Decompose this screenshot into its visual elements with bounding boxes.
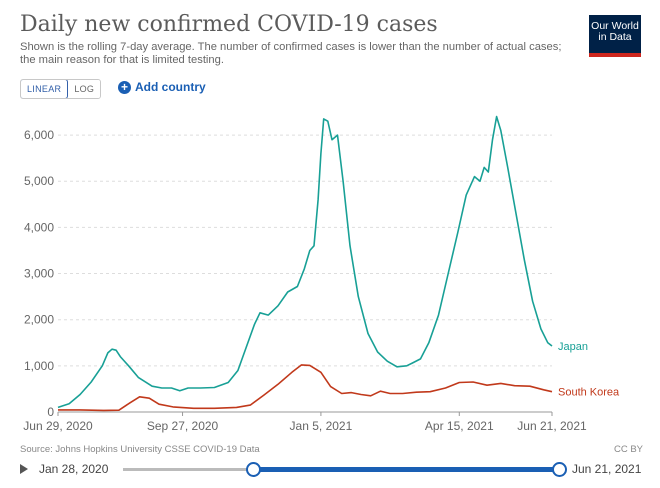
series-labels: Japan South Korea: [558, 341, 620, 399]
x-tick-label: Jun 21, 2021: [517, 419, 587, 433]
line-chart: 0 1,000 2,000 3,000 4,000 5,000 6,000 Jun 29, …: [23, 115, 620, 433]
linear-scale-button[interactable]: LINEAR: [21, 80, 69, 98]
y-tick-label: 5,000: [24, 174, 54, 188]
chart-lines: [57, 115, 553, 412]
add-country-button[interactable]: + Add country: [118, 80, 206, 94]
chart-subtitle: Shown is the rolling 7-day average. The …: [20, 41, 562, 66]
log-scale-button[interactable]: LOG: [68, 80, 101, 98]
y-tick-label: 6,000: [24, 128, 54, 142]
x-tick-label: Sep 27, 2020: [147, 419, 219, 433]
timeline-selected-range[interactable]: [252, 467, 559, 472]
series-line: [57, 115, 553, 409]
owid-logo[interactable]: Our World in Data: [589, 15, 641, 57]
series-label: Japan: [558, 341, 588, 353]
series-line: [58, 364, 553, 412]
y-tick-label: 3,000: [24, 267, 54, 281]
logo-line-2: in Data: [598, 31, 632, 43]
chart-title: Daily new confirmed COVID-19 cases: [20, 12, 438, 37]
x-tick-label: Jun 29, 2020: [23, 419, 93, 433]
license-link[interactable]: CC BY: [613, 444, 643, 455]
play-icon[interactable]: [20, 464, 28, 474]
add-country-label: Add country: [135, 80, 206, 94]
timeline-start-handle[interactable]: [246, 462, 261, 477]
y-tick-label: 4,000: [24, 220, 54, 234]
x-tick-label: Apr 15, 2021: [425, 419, 494, 433]
timeline-end-handle[interactable]: [552, 462, 567, 477]
x-tick-label: Jan 5, 2021: [290, 419, 353, 433]
scale-toggle: LINEAR LOG: [20, 79, 102, 99]
y-tick-label: 0: [47, 405, 54, 419]
x-axis: Jun 29, 2020 Sep 27, 2020 Jan 5, 2021 Apr 1…: [23, 412, 587, 433]
y-tick-label: 1,000: [24, 359, 54, 373]
timeline: Jan 28, 2020 Jun 21, 2021: [0, 458, 660, 480]
plus-icon: +: [118, 80, 131, 94]
source-note: Source: Johns Hopkins University CSSE CO…: [20, 444, 260, 455]
timeline-end-date: Jun 21, 2021: [572, 462, 642, 476]
y-tick-label: 2,000: [24, 313, 54, 327]
timeline-start-date: Jan 28, 2020: [39, 462, 109, 476]
y-axis: 0 1,000 2,000 3,000 4,000 5,000 6,000: [24, 128, 54, 419]
logo-line-1: Our World: [591, 20, 639, 32]
series-label: South Korea: [558, 387, 620, 399]
